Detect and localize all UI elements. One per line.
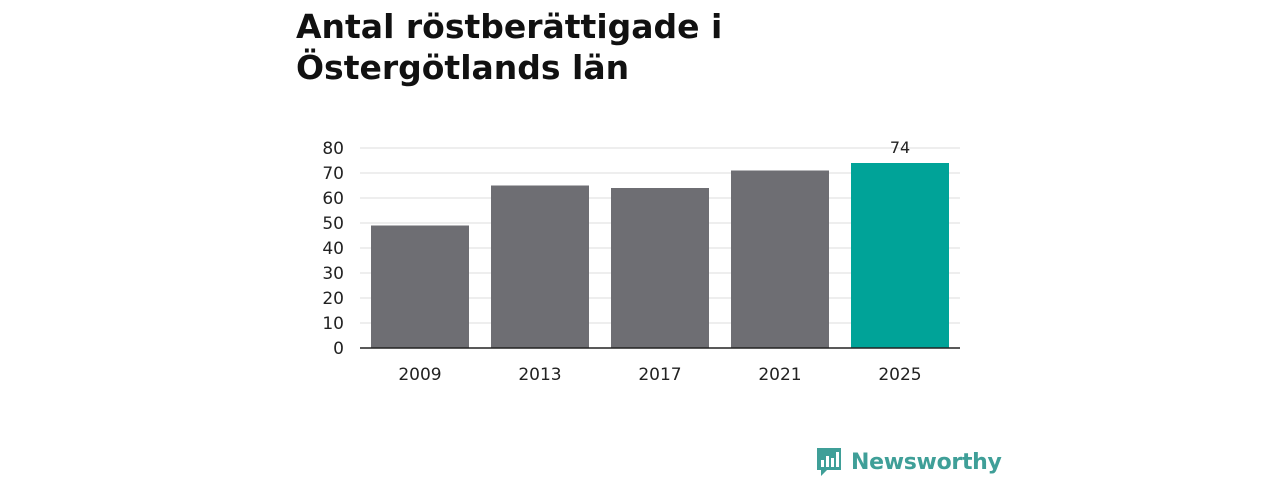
x-tick-label: 2009	[398, 365, 441, 385]
y-tick-label: 50	[322, 214, 344, 234]
data-labels: 74	[890, 138, 910, 157]
y-tick-label: 20	[322, 289, 344, 309]
chart-title: Antal röstberättigade i Östergötlands lä…	[296, 7, 723, 87]
y-tick-label: 60	[322, 189, 344, 209]
bar-2017	[611, 188, 709, 348]
bar-2021	[731, 170, 829, 348]
data-label: 74	[890, 138, 910, 157]
x-tick-label: 2025	[878, 365, 921, 385]
y-axis-ticks: 0 10 20 30 40 50 60 70 80	[322, 139, 344, 359]
y-tick-label: 70	[322, 164, 344, 184]
brand-logo: Newsworthy	[815, 446, 1002, 478]
x-tick-label: 2017	[638, 365, 681, 385]
x-tick-label: 2021	[758, 365, 801, 385]
bar-2013	[491, 185, 589, 348]
y-tick-label: 10	[322, 314, 344, 334]
y-tick-label: 40	[322, 239, 344, 259]
bar-chart-speech-bubble-icon	[817, 448, 841, 476]
x-tick-label: 2013	[518, 365, 561, 385]
brand-name: Newsworthy	[851, 449, 1002, 475]
y-tick-label: 30	[322, 264, 344, 284]
y-tick-label: 0	[333, 339, 344, 359]
bar-2009	[371, 225, 469, 348]
bar-2025	[851, 163, 949, 348]
bars	[371, 163, 949, 348]
y-tick-label: 80	[322, 139, 344, 159]
x-axis-ticks: 2009 2013 2017 2021 2025	[398, 365, 921, 385]
